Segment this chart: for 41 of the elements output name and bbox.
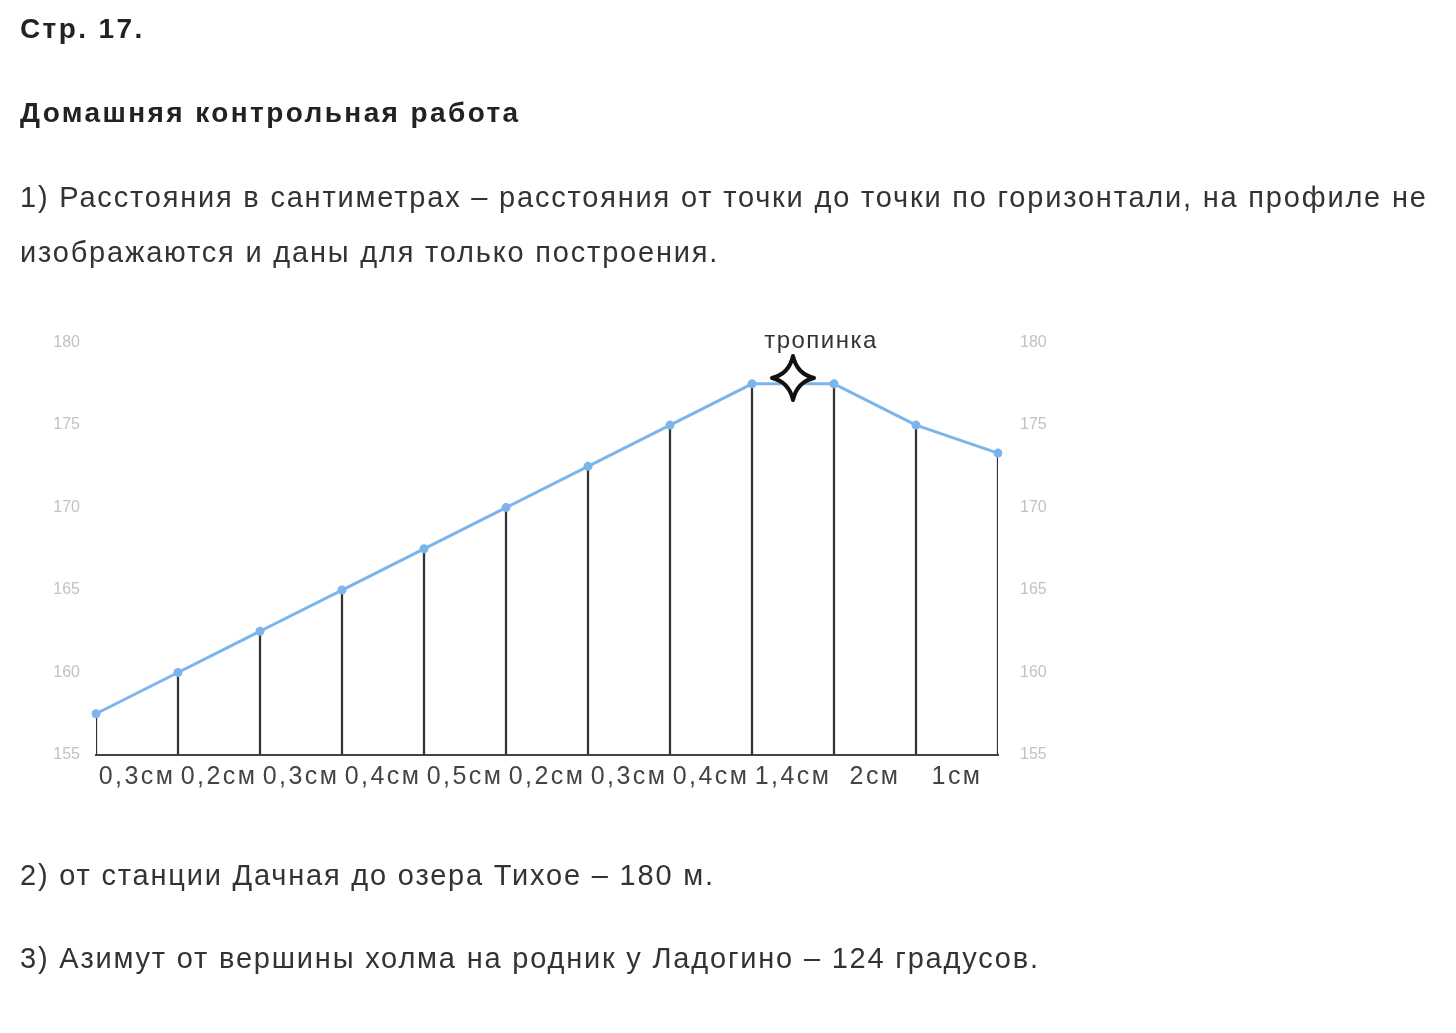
point bbox=[501, 503, 511, 513]
point bbox=[993, 448, 1003, 458]
y-tick-label: 170 bbox=[53, 497, 81, 515]
point bbox=[583, 461, 593, 471]
point bbox=[337, 585, 347, 595]
point bbox=[911, 420, 921, 430]
point bbox=[173, 668, 183, 678]
point bbox=[665, 420, 675, 430]
text: 0,3см bbox=[590, 760, 668, 789]
text: 0,2см bbox=[180, 760, 258, 789]
text: 3) Азимут от вершины холма на родник у Ладогино – 124 градусов. bbox=[20, 941, 1041, 976]
y-tick-label: 175 bbox=[53, 415, 81, 433]
text: 0,2см bbox=[508, 760, 586, 789]
y2-tick-label: 170 bbox=[1020, 497, 1047, 515]
y2-tick-label: 180 bbox=[1020, 333, 1047, 351]
chart-subtitle: Домашняя контрольная работа bbox=[20, 96, 521, 130]
point bbox=[255, 626, 265, 636]
text: 0,4см bbox=[672, 760, 750, 789]
y2-tick-label: 155 bbox=[1020, 745, 1047, 763]
annotation: тропинка bbox=[764, 326, 878, 354]
y-tick-label: 155 bbox=[53, 745, 81, 763]
y2-tick-label: 160 bbox=[1020, 662, 1047, 680]
point bbox=[829, 379, 839, 389]
text: 0,3см bbox=[262, 760, 340, 789]
text: 0,3см bbox=[98, 760, 176, 789]
point bbox=[747, 379, 757, 389]
text: 2) от станции Дачная до озера Тихое – 180 м. bbox=[20, 858, 716, 893]
y2-tick-label: 175 bbox=[1020, 415, 1047, 433]
text: 1) Расстояния в сантиметрах – расстояния от точки до точки по горизонтали, на профиле не изображаются и даны для только построения. bbox=[20, 180, 1429, 270]
text: 1см bbox=[931, 760, 983, 789]
y-tick-label: 180 bbox=[53, 333, 81, 351]
point bbox=[91, 709, 101, 719]
y-tick-label: 165 bbox=[53, 580, 81, 598]
text: 2см bbox=[849, 760, 901, 789]
text: 0,5см bbox=[426, 760, 504, 789]
text: 0,4см bbox=[344, 760, 422, 789]
chart-title: Стр. 17. bbox=[20, 12, 145, 46]
y2-tick-label: 165 bbox=[1020, 580, 1047, 598]
point bbox=[419, 544, 429, 554]
text: 1,4см bbox=[754, 760, 832, 789]
y-tick-label: 160 bbox=[53, 662, 81, 680]
